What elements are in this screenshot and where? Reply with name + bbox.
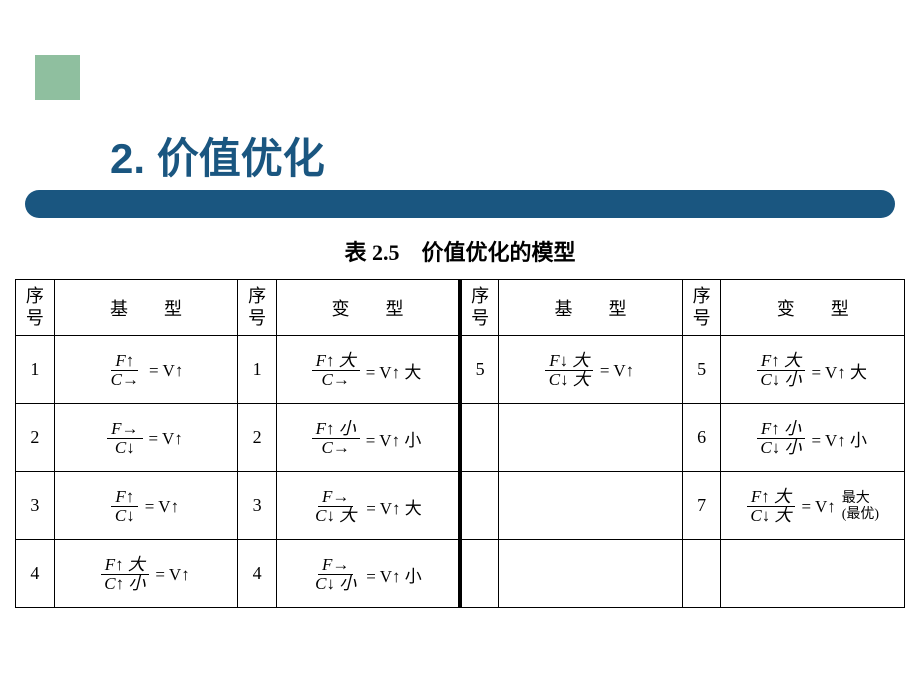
cell-seq: 3 — [16, 472, 55, 540]
cell-formula: F↑ 小C→= V↑ 小 — [276, 404, 460, 472]
cell-formula: F↑C→= V↑ — [54, 336, 238, 404]
table-row: 3 F↑C↓= V↑ 3 F→C↓ 大= V↑ 大 7 F↑ 大C↓ 大= V↑最大(最优… — [16, 472, 905, 540]
formula: F→C↓ 小= V↑ 小 — [311, 556, 424, 594]
cell-formula — [721, 540, 905, 608]
cell-seq — [460, 472, 499, 540]
cell-seq: 2 — [16, 404, 55, 472]
formula: F→C↓= V↑ — [107, 420, 185, 458]
formula: F↑ 小C→= V↑ 小 — [312, 420, 424, 458]
cell-formula: F→C↓ 小= V↑ 小 — [276, 540, 460, 608]
formula: F↑ 大C→= V↑ 大 — [312, 352, 424, 390]
cell-formula: F↑ 大C↓ 大= V↑最大(最优) — [721, 472, 905, 540]
cell-seq: 3 — [238, 472, 277, 540]
table-container: 表 2.5 价值优化的模型 序号 基 型 序号 变 型 序号 基 型 序号 变 … — [15, 235, 905, 608]
th-variant-2: 变 型 — [721, 280, 905, 336]
th-seq-3: 序号 — [460, 280, 499, 336]
th-seq-2: 序号 — [238, 280, 277, 336]
cell-formula: F→C↓= V↑ — [54, 404, 238, 472]
table-header-row: 序号 基 型 序号 变 型 序号 基 型 序号 变 型 — [16, 280, 905, 336]
table-row: 1 F↑C→= V↑ 1 F↑ 大C→= V↑ 大 5 F↓ 大C↓ 大= V↑ 5 F↑ 大… — [16, 336, 905, 404]
cell-formula: F↑C↓= V↑ — [54, 472, 238, 540]
cell-formula: F↑ 大C↑ 小= V↑ — [54, 540, 238, 608]
formula: F↑C↓= V↑ — [111, 488, 181, 526]
cell-seq: 1 — [238, 336, 277, 404]
formula: F↑ 大C↑ 小= V↑ — [100, 556, 191, 594]
formula: F↑C→= V↑ — [107, 352, 186, 390]
cell-seq: 5 — [682, 336, 721, 404]
cell-seq: 2 — [238, 404, 277, 472]
cell-formula: F↑ 大C↓ 小= V↑ 大 — [721, 336, 905, 404]
th-base-2: 基 型 — [499, 280, 683, 336]
cell-seq — [460, 540, 499, 608]
formula: F↑ 大C↓ 大= V↑最大(最优) — [746, 488, 879, 526]
cell-seq: 1 — [16, 336, 55, 404]
formula: F→C↓ 大= V↑ 大 — [311, 488, 424, 526]
cell-seq: 4 — [16, 540, 55, 608]
banner-bar — [25, 190, 895, 218]
value-optimization-table: 序号 基 型 序号 变 型 序号 基 型 序号 变 型 1 F↑C→= V↑ 1 F↑… — [15, 279, 905, 608]
cell-seq: 7 — [682, 472, 721, 540]
cell-formula — [499, 540, 683, 608]
table-body: 1 F↑C→= V↑ 1 F↑ 大C→= V↑ 大 5 F↓ 大C↓ 大= V↑ 5 F↑ 大… — [16, 336, 905, 608]
table-row: 2 F→C↓= V↑ 2 F↑ 小C→= V↑ 小 6 F↑ 小C↓ 小= V↑ 小 — [16, 404, 905, 472]
th-seq-4: 序号 — [682, 280, 721, 336]
cell-seq: 4 — [238, 540, 277, 608]
formula: F↑ 小C↓ 小= V↑ 小 — [756, 420, 869, 458]
cell-seq — [682, 540, 721, 608]
cell-formula — [499, 472, 683, 540]
th-seq-1: 序号 — [16, 280, 55, 336]
cell-seq: 5 — [460, 336, 499, 404]
formula: F↑ 大C↓ 小= V↑ 大 — [756, 352, 869, 390]
accent-square — [35, 55, 80, 100]
cell-seq: 6 — [682, 404, 721, 472]
th-variant-1: 变 型 — [276, 280, 460, 336]
th-base-1: 基 型 — [54, 280, 238, 336]
cell-formula: F→C↓ 大= V↑ 大 — [276, 472, 460, 540]
cell-formula: F↑ 大C→= V↑ 大 — [276, 336, 460, 404]
cell-formula — [499, 404, 683, 472]
table-row: 4 F↑ 大C↑ 小= V↑ 4 F→C↓ 小= V↑ 小 — [16, 540, 905, 608]
cell-seq — [460, 404, 499, 472]
table-caption: 表 2.5 价值优化的模型 — [15, 235, 905, 267]
formula: F↓ 大C↓ 大= V↑ — [545, 352, 636, 390]
cell-formula: F↓ 大C↓ 大= V↑ — [499, 336, 683, 404]
page-title: 2. 价值优化 — [110, 125, 325, 186]
cell-formula: F↑ 小C↓ 小= V↑ 小 — [721, 404, 905, 472]
